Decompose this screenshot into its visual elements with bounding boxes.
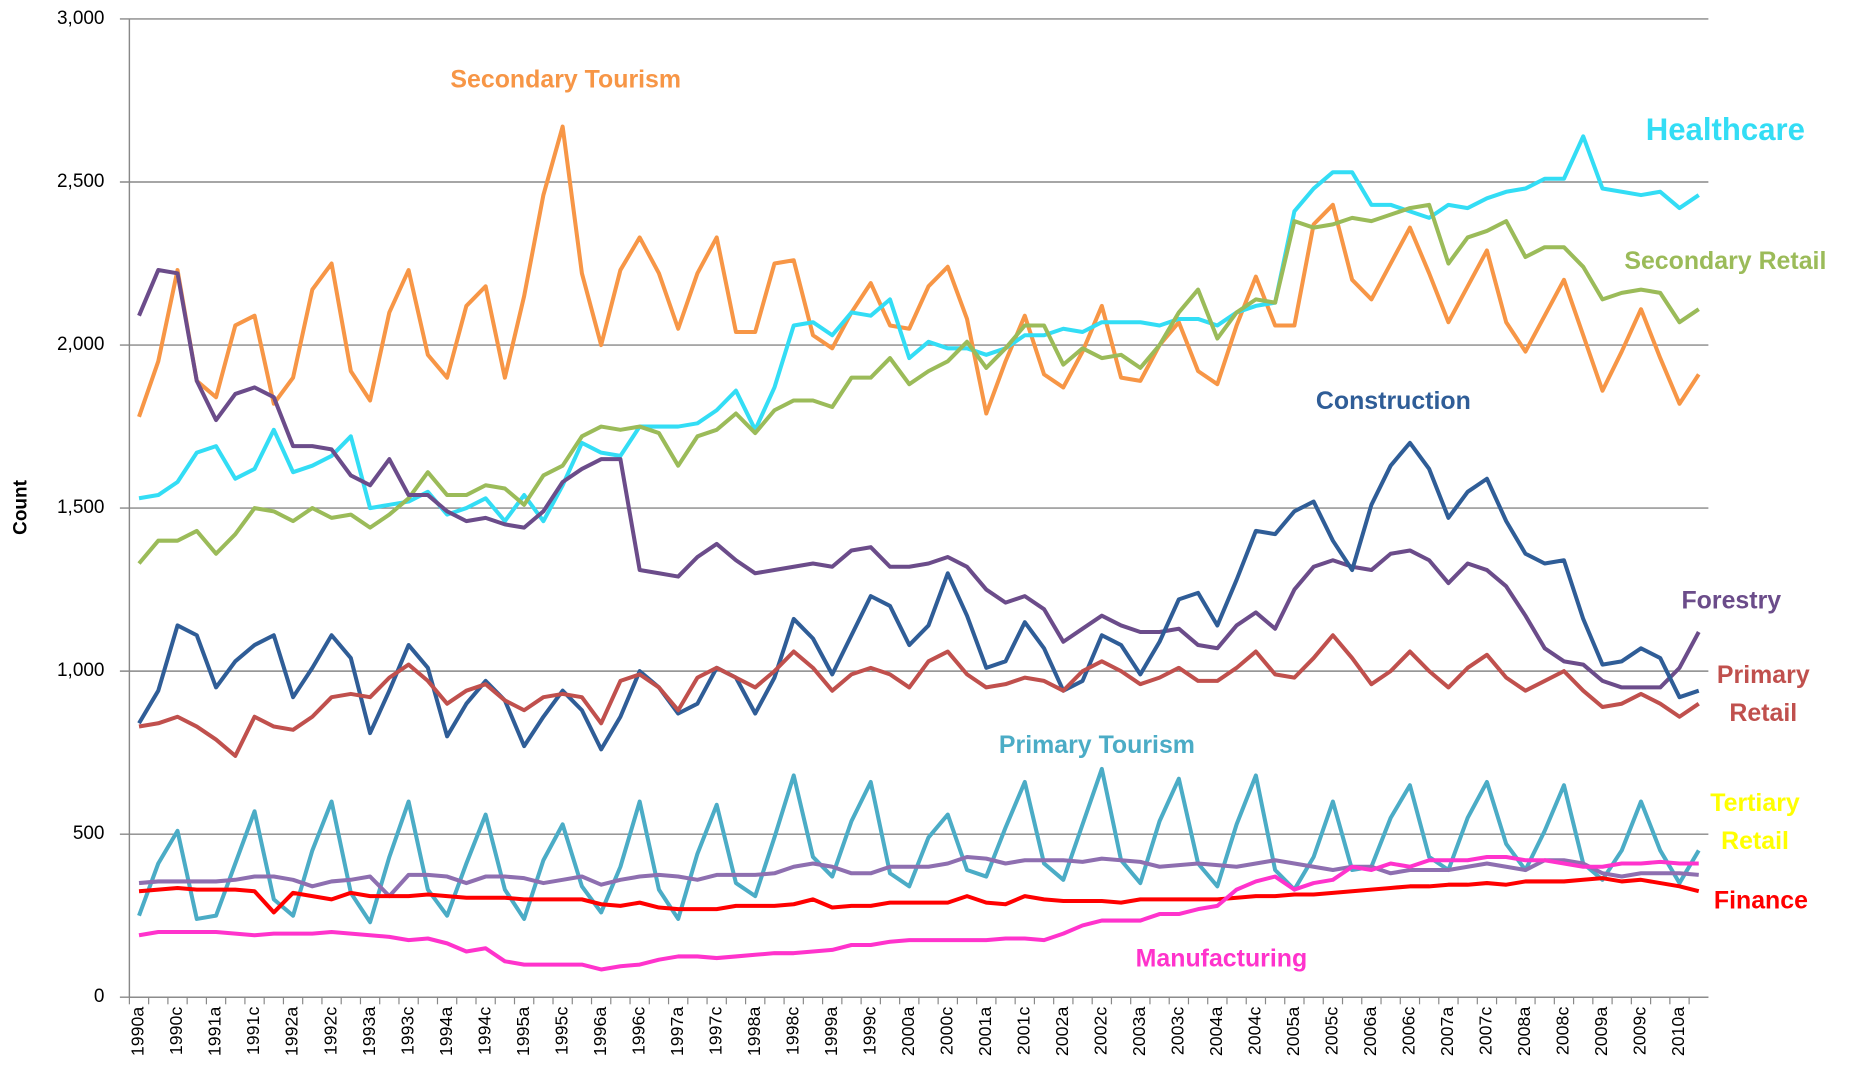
series-label-box: Manufacturing xyxy=(1135,945,1308,973)
x-tick-label: 1994a xyxy=(436,1007,456,1057)
x-tick-label: 2005a xyxy=(1283,1007,1303,1057)
x-tick-label: 2009a xyxy=(1591,1007,1611,1057)
y-tick-label: 0 xyxy=(94,986,105,1007)
x-tick-label: 2006c xyxy=(1399,1007,1419,1056)
x-tick-label: 1996c xyxy=(628,1007,648,1056)
x-tick-label: 2005c xyxy=(1322,1007,1342,1056)
x-tick-label: 2010a xyxy=(1668,1007,1688,1057)
series-label-box: Primary Retail xyxy=(1716,661,1810,727)
series-label: Finance xyxy=(1713,886,1808,915)
x-tick-label: 2003a xyxy=(1129,1007,1149,1057)
x-tick-label: 1998a xyxy=(744,1007,764,1057)
x-tick-label: 1995a xyxy=(513,1007,533,1057)
series-label: Secondary Tourism xyxy=(450,66,682,94)
x-tick-label: 2007a xyxy=(1437,1007,1457,1057)
series-line xyxy=(138,854,1699,972)
x-tick-label: 1990a xyxy=(128,1007,148,1057)
x-tick-label: 1990c xyxy=(166,1007,186,1056)
series-line xyxy=(137,124,1701,418)
series-label-box: Secondary Retail xyxy=(1624,247,1827,276)
series-label: Forestry xyxy=(1681,586,1782,615)
y-tick-label: 2,000 xyxy=(57,334,104,355)
series-label-box: Forestry xyxy=(1681,586,1782,615)
series-line xyxy=(138,854,1699,899)
y-tick-label: 3,000 xyxy=(57,8,104,29)
series-line xyxy=(137,268,1701,690)
series-label-box: Secondary Tourism xyxy=(450,66,682,94)
x-tick-label: 2006a xyxy=(1360,1007,1380,1057)
x-tick-label: 2009c xyxy=(1630,1007,1650,1056)
y-axis-label: Count xyxy=(11,479,32,534)
series-line xyxy=(138,633,1700,758)
x-tick-label: 1996a xyxy=(590,1007,610,1057)
series-line xyxy=(138,876,1700,915)
x-tick-label: 2008a xyxy=(1514,1007,1534,1057)
y-tick-label: 1,500 xyxy=(57,497,104,518)
x-tick-label: 2001c xyxy=(1013,1007,1033,1056)
series-label-box: Healthcare xyxy=(1645,111,1805,148)
series-label: Healthcare xyxy=(1645,111,1805,148)
series-line xyxy=(137,440,1700,752)
y-tick-label: 1,000 xyxy=(57,660,104,681)
series-label: Manufacturing xyxy=(1135,945,1308,973)
series-label: Primary Retail xyxy=(1716,661,1810,727)
x-tick-label: 2002c xyxy=(1091,1007,1111,1056)
x-tick-label: 2008c xyxy=(1553,1007,1573,1056)
series-line xyxy=(138,134,1700,524)
x-tick-label: 2003c xyxy=(1168,1007,1188,1056)
y-tick-label: 500 xyxy=(73,823,105,844)
x-tick-label: 1999a xyxy=(821,1007,841,1057)
series-label: Construction xyxy=(1315,387,1471,415)
series-label-box: Tertiary Retail xyxy=(1710,789,1800,855)
y-tick-label: 2,500 xyxy=(57,171,104,192)
x-tick-label: 2004c xyxy=(1245,1007,1265,1056)
x-tick-label: 1992a xyxy=(282,1007,302,1057)
x-tick-label: 2002a xyxy=(1052,1007,1072,1057)
x-tick-label: 1991c xyxy=(243,1007,263,1056)
x-tick-label: 1992c xyxy=(320,1007,340,1056)
x-tick-label: 2000c xyxy=(936,1007,956,1056)
x-tick-label: 2007c xyxy=(1476,1007,1496,1056)
x-tick-label: 1993a xyxy=(359,1007,379,1057)
series-label-box: Construction xyxy=(1315,387,1471,415)
x-tick-label: 2001a xyxy=(975,1007,995,1057)
series-label: Primary Tourism xyxy=(998,731,1195,759)
x-tick-label: 2004a xyxy=(1206,1007,1226,1057)
x-tick-label: 1999c xyxy=(859,1007,879,1056)
x-tick-label: 1997c xyxy=(705,1007,725,1056)
x-tick-label: 1993c xyxy=(397,1007,417,1056)
series-line xyxy=(137,202,1700,565)
x-tick-label: 1995c xyxy=(551,1007,571,1056)
x-tick-label: 1991a xyxy=(205,1007,225,1057)
x-tick-label: 2000a xyxy=(898,1007,918,1057)
series-label-box: Primary Tourism xyxy=(998,731,1195,759)
x-tick-label: 1998c xyxy=(782,1007,802,1056)
series-label: Tertiary Retail xyxy=(1710,789,1800,855)
series-label: Secondary Retail xyxy=(1624,247,1827,276)
x-tick-label: 1994c xyxy=(474,1007,494,1056)
series-label-box: Finance xyxy=(1713,886,1808,915)
series-line xyxy=(137,766,1701,925)
x-tick-label: 1997a xyxy=(667,1007,687,1057)
